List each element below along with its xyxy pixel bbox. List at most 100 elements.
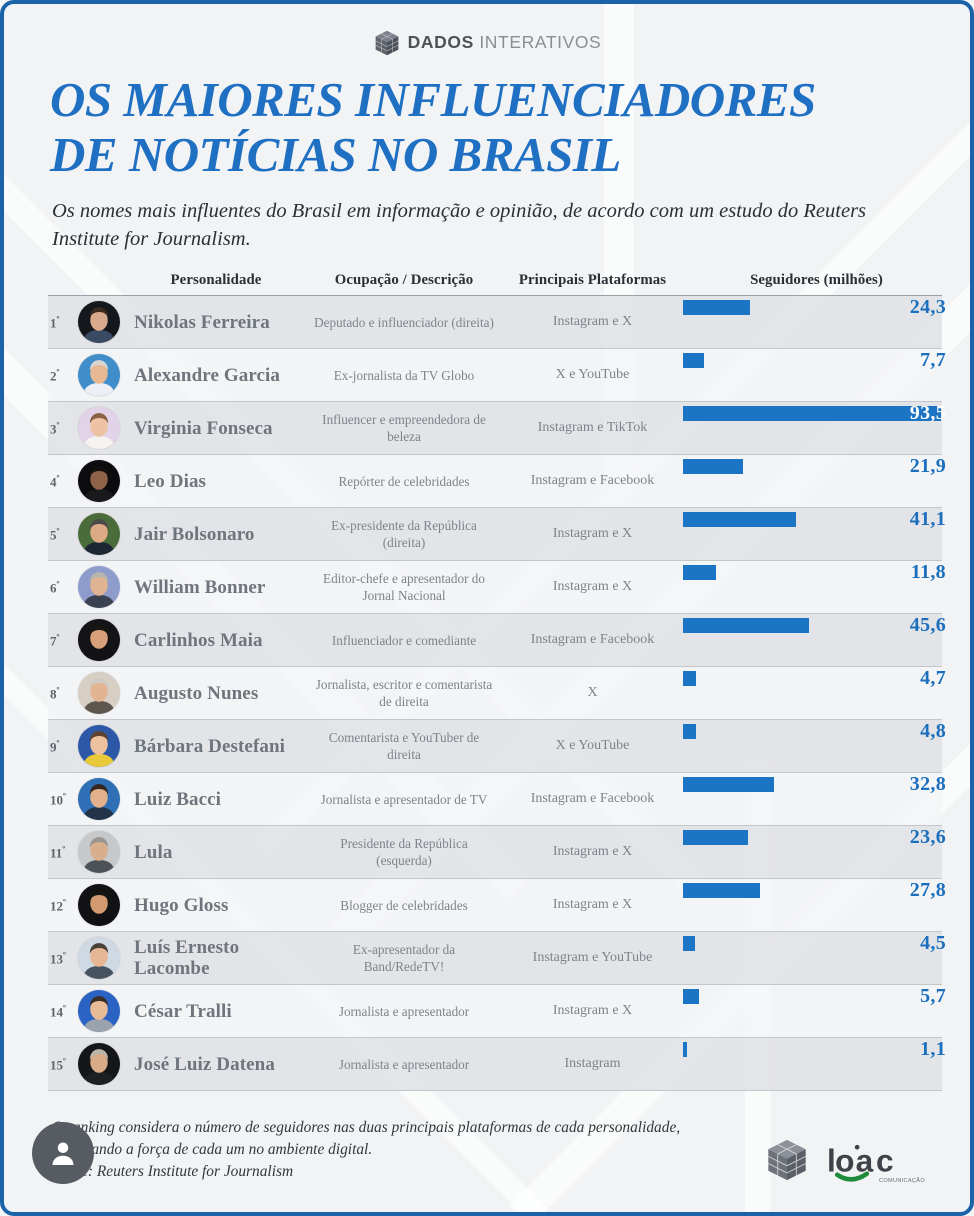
row-rank: 6º (50, 578, 60, 595)
avatar (78, 884, 126, 927)
avatar (78, 619, 126, 662)
row-platforms: Instagram e Facebook (530, 632, 655, 648)
column-header-followers: Seguidores (milhões) (750, 272, 883, 289)
row-name: Carlinhos Maia (134, 629, 263, 651)
svg-text:l: l (827, 1142, 836, 1178)
row-occupation: Repórter de celebridades (338, 473, 470, 489)
ranking-table: Personalidade Ocupação / Descrição Princ… (48, 272, 946, 1092)
row-name: César Tralli (134, 1000, 232, 1022)
table-row: 6º William Bonner Editor-chefe e apresenta… (48, 561, 946, 615)
row-rank: 3º (50, 419, 60, 436)
row-name: José Luiz Datena (134, 1053, 275, 1075)
row-name: Bárbara Destefani (134, 735, 286, 757)
table-body: 1º Nikolas Ferreira Deputado e influenciad… (48, 296, 946, 1092)
row-occupation: Jornalista e apresentador (338, 1003, 470, 1019)
row-occupation: Comentarista e YouTuber de direita (328, 730, 480, 763)
followers-value: 7,7 (920, 349, 946, 372)
row-followers-cell: 4,7 (683, 667, 950, 690)
followers-value: 21,9 (909, 455, 946, 478)
row-rank: 8º (50, 684, 60, 701)
column-header-occupation: Ocupação / Descrição (334, 272, 474, 289)
avatar (78, 513, 126, 556)
column-header-platforms: Principais Plataformas (518, 272, 667, 289)
row-followers-cell: 41,1 (683, 508, 950, 531)
followers-value: 27,8 (909, 879, 946, 902)
row-followers-cell: 27,8 (683, 879, 950, 902)
avatar (78, 990, 126, 1033)
row-name: Luiz Bacci (134, 788, 222, 810)
row-followers-cell: 4,8 (683, 720, 950, 743)
row-occupation: Ex-presidente da República (direita) (331, 518, 477, 551)
followers-value: 41,1 (909, 508, 946, 531)
avatar (78, 1043, 126, 1086)
followers-value: 4,7 (920, 667, 946, 690)
title-line-1: OS MAIORES INFLUENCIADORES (50, 72, 816, 127)
row-rank: 1º (50, 313, 60, 330)
cube-icon (764, 1137, 810, 1188)
row-occupation: Editor-chefe e apresentador do Jornal Na… (323, 571, 485, 604)
brand-name-bold: DADOS (407, 32, 474, 52)
row-name: Hugo Gloss (134, 894, 229, 916)
title-line-2: DE NOTÍCIAS NO BRASIL (50, 127, 621, 183)
avatar (78, 672, 126, 715)
row-rank: 7º (50, 631, 60, 648)
footer-logos: l o a c COMUNICAÇÃO (764, 1117, 942, 1188)
avatar (78, 460, 126, 503)
row-followers-cell: 1,1 (683, 1038, 950, 1061)
table-row: 13º Luís Ernesto Lacombe Ex-apresentador d… (48, 932, 946, 986)
row-occupation: Blogger de celebridades (340, 897, 468, 913)
row-occupation: Deputado e influenciador (direita) (314, 314, 494, 330)
row-platforms: Instagram e X (552, 579, 633, 595)
row-occupation: Influencer e empreendedora de beleza (322, 412, 486, 445)
followers-value: 4,5 (920, 932, 946, 955)
row-rank: 9º (50, 737, 60, 754)
row-name: William Bonner (134, 576, 266, 598)
row-rank: 2º (50, 366, 60, 383)
followers-value: 23,6 (909, 826, 946, 849)
row-platforms: Instagram e TikTok (537, 420, 648, 436)
table-row: 14º César Tralli Jornalista e apresentador… (48, 985, 946, 1039)
table-row: 8º Augusto Nunes Jornalista, escritor e co… (48, 667, 946, 721)
brand-name: DADOS INTERATIVOS (408, 32, 602, 53)
row-platforms: X e YouTube (555, 738, 630, 754)
followers-value: 1,1 (920, 1038, 946, 1061)
row-rank: 4º (50, 472, 60, 489)
avatar (78, 725, 126, 768)
row-occupation: Presidente da República (esquerda) (340, 836, 468, 869)
row-rank: 13º (50, 949, 66, 966)
row-followers-cell: 11,8 (683, 561, 950, 584)
brand-name-light-text: INTERATIVOS (479, 32, 602, 52)
table-row: 2º Alexandre Garcia Ex-jornalista da TV Gl… (48, 349, 946, 403)
row-platforms: Instagram e X (552, 1003, 633, 1019)
row-platforms: X e YouTube (555, 367, 630, 383)
cube-icon (373, 29, 401, 57)
avatar (78, 354, 126, 397)
row-rank: 12º (50, 896, 66, 913)
row-occupation: Jornalista, escritor e comentarista de d… (315, 677, 493, 710)
svg-text:COMUNICAÇÃO: COMUNICAÇÃO (879, 1176, 925, 1183)
row-followers-cell: 5,7 (683, 985, 950, 1008)
avatar (78, 937, 126, 980)
row-rank: 11º (50, 843, 66, 860)
row-name: Lula (134, 841, 173, 863)
table-row: 9º Bárbara Destefani Comentarista e YouTub… (48, 720, 946, 774)
row-platforms: X (587, 685, 598, 701)
table-row: 5º Jair Bolsonaro Ex-presidente da Repúbli… (48, 508, 946, 562)
page-subtitle: Os nomes mais influentes do Brasil em in… (52, 199, 867, 250)
row-followers-cell: 32,8 (683, 773, 950, 796)
row-platforms: Instagram e X (552, 897, 633, 913)
row-occupation: Jornalista e apresentador (338, 1056, 470, 1072)
avatar (78, 778, 126, 821)
footer: O ranking considera o número de seguidor… (4, 1097, 970, 1212)
column-header-name: Personalidade (170, 272, 262, 289)
table-header-row: Personalidade Ocupação / Descrição Princ… (48, 272, 942, 297)
row-rank: 15º (50, 1055, 66, 1072)
avatar (78, 407, 126, 450)
footer-source: Fonte: Reuters Institute for Journalism (52, 1162, 294, 1180)
row-followers-cell: 23,6 (683, 826, 950, 849)
followers-value: 24,3 (909, 296, 946, 319)
followers-value: 45,6 (909, 614, 946, 637)
followers-value: 32,8 (909, 773, 946, 796)
avatar (78, 301, 126, 344)
